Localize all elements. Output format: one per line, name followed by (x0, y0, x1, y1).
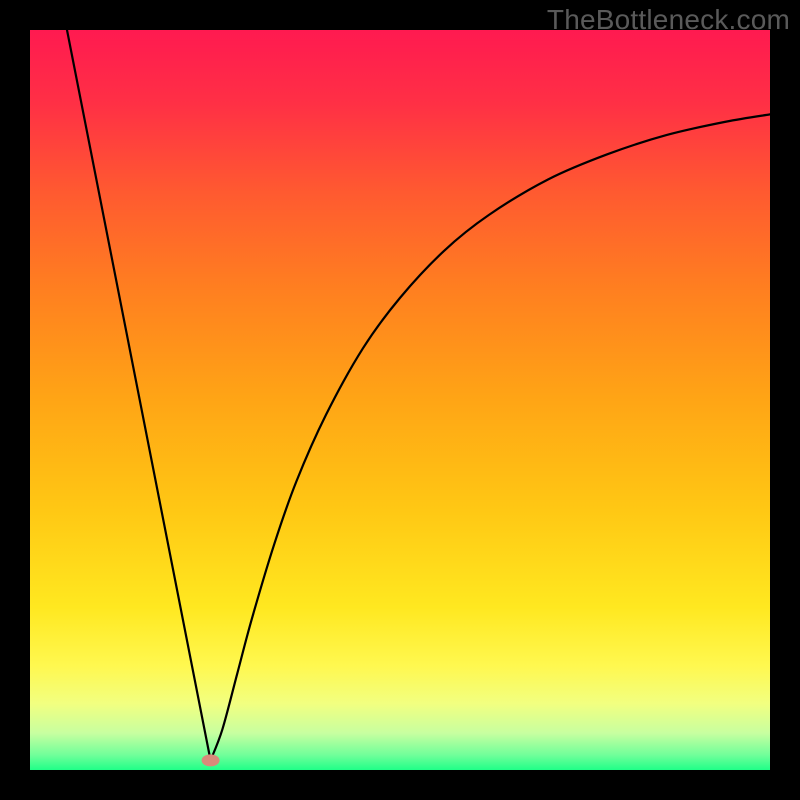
chart-frame: TheBottleneck.com (0, 0, 800, 800)
optimal-point-marker (202, 754, 220, 766)
watermark-text: TheBottleneck.com (547, 4, 790, 36)
plot-svg (30, 30, 770, 770)
plot-area (30, 30, 770, 770)
gradient-background (30, 30, 770, 770)
